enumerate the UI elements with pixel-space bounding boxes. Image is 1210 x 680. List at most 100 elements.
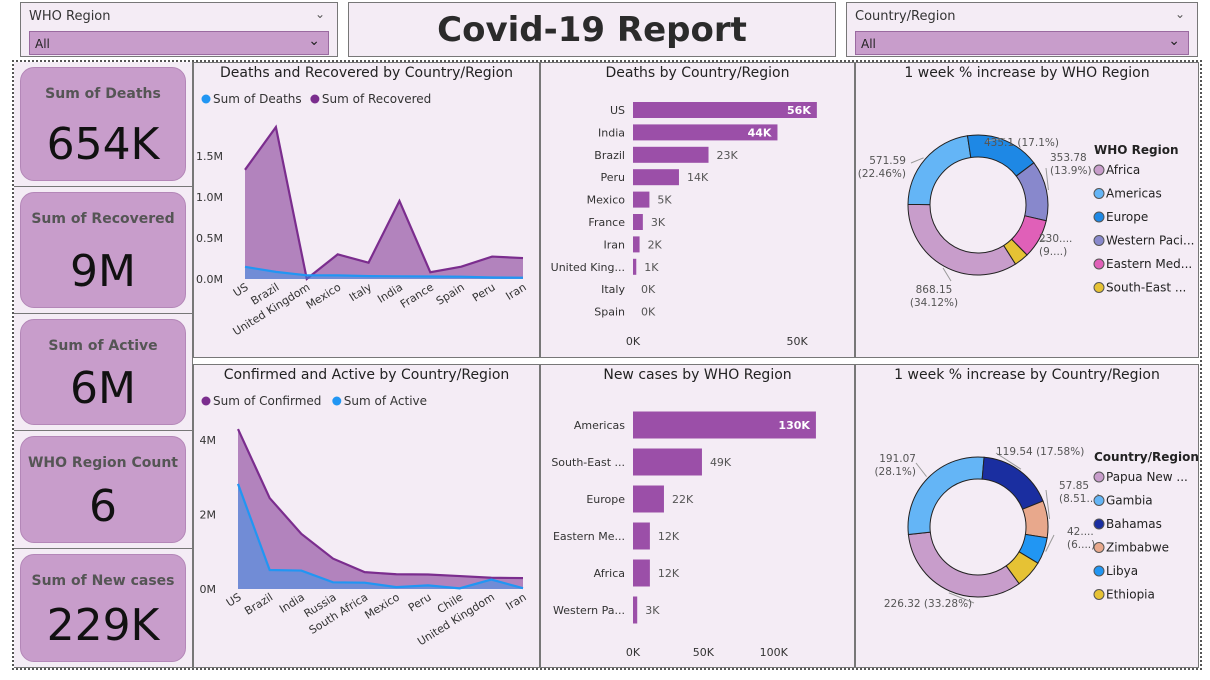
category-label: Eastern Me...	[553, 530, 625, 543]
chevron-down-icon[interactable]: ⌄	[314, 7, 325, 21]
x-tick-label: Brazil	[242, 591, 275, 618]
leader-line	[1040, 239, 1049, 242]
page-title: Covid-19 Report	[437, 9, 747, 50]
category-label: US	[610, 104, 625, 117]
slice-label: (8.51...)	[1059, 493, 1101, 505]
bar	[633, 124, 778, 141]
x-tick-label: France	[398, 280, 436, 311]
leader-line	[942, 267, 952, 282]
who-region-slicer[interactable]: WHO Region ⌄ All ⌄	[20, 2, 338, 57]
slice-label: 435.1 (17.1%)	[984, 137, 1059, 149]
leader-line	[1045, 489, 1051, 519]
leader-line	[1045, 167, 1049, 191]
bar	[633, 485, 664, 513]
new-cases-panel: New cases by WHO Region Americas 130K Sout…	[540, 364, 855, 668]
new-cases-chart: Americas 130K South-East ... 49K Europe 22K Ea…	[551, 411, 816, 659]
kpi-recovered: Sum of Recovered 9M	[14, 187, 193, 314]
category-label: Africa	[594, 567, 625, 580]
legend-marker	[332, 396, 342, 406]
series-area	[238, 483, 523, 589]
kpi-value: 6M	[70, 363, 136, 414]
legend-label: Zimbabwe	[1106, 541, 1169, 555]
chart-title: Deaths and Recovered by Country/Region	[219, 65, 514, 81]
slice-label: (9....)	[1039, 246, 1067, 258]
country-donut-chart: 226.32 (33.28%) 191.07(28.1%) 119.54 (17.5…	[874, 446, 1199, 610]
kpi-who-region-count: WHO Region Count 6	[14, 431, 193, 549]
legend-label: Sum of Active	[344, 394, 427, 408]
legend-label: Ethiopia	[1106, 588, 1155, 602]
chevron-down-icon[interactable]: ⌄	[308, 33, 320, 49]
bar	[633, 448, 702, 476]
legend-label: Western Paci...	[1106, 234, 1194, 248]
data-label: 0K	[641, 306, 656, 319]
legend-label: Sum of Confirmed	[213, 394, 321, 408]
bar	[633, 191, 650, 208]
x-tick-label: 50K	[693, 646, 715, 659]
chevron-down-icon[interactable]: ⌄	[1168, 33, 1180, 49]
who-region-donut-chart: 868.15(34.12%) 571.59(22.46%) 435.1 (17.1%…	[858, 134, 1194, 309]
legend-label: Bahamas	[1106, 517, 1162, 531]
legend-marker	[201, 94, 211, 104]
leader-line	[995, 452, 1022, 470]
data-label: 49K	[710, 456, 732, 469]
legend-label: Africa	[1106, 163, 1140, 177]
legend-marker	[1093, 235, 1105, 246]
series-line	[244, 124, 524, 281]
legend-marker	[201, 396, 211, 406]
kpi-deaths: Sum of Deaths 654K	[14, 62, 193, 187]
kpi-label: Sum of Deaths	[45, 86, 161, 102]
series-line	[236, 483, 524, 590]
bar	[633, 596, 638, 624]
category-label: South-East ...	[551, 456, 625, 469]
leader-line	[910, 157, 924, 164]
kpi-label: WHO Region Count	[27, 455, 178, 471]
chart-title: Deaths by Country/Region	[605, 65, 790, 81]
slice-label: (34.12%)	[910, 297, 958, 309]
legend-marker	[1093, 471, 1105, 483]
series-line	[237, 428, 524, 580]
kpi-value: 654K	[46, 119, 160, 170]
kpi-label: Sum of Active	[48, 338, 158, 354]
leader-line	[985, 137, 1006, 142]
chevron-down-icon[interactable]: ⌄	[1174, 7, 1185, 21]
x-tick-label: Iran	[503, 591, 528, 613]
slice-label: 191.07	[879, 453, 916, 465]
category-label: Italy	[601, 283, 625, 296]
category-label: India	[598, 126, 625, 139]
legend-marker	[1093, 282, 1105, 293]
slice-label: (22.46%)	[858, 168, 906, 180]
donut-slice	[981, 456, 1044, 510]
data-label: 22K	[672, 493, 694, 506]
x-tick-label: Spain	[434, 281, 467, 308]
y-tick-label: 2M	[200, 508, 217, 521]
bar	[633, 411, 816, 439]
bar	[633, 102, 817, 118]
bar	[633, 522, 650, 550]
bar	[633, 214, 643, 230]
slice-label: (6....)	[1067, 539, 1095, 551]
slice-label: 230....	[1039, 233, 1072, 245]
who-region-dropdown[interactable]: All ⌄	[29, 31, 329, 55]
x-tick-label: Italy	[347, 280, 375, 304]
bar	[633, 169, 679, 186]
kpi-value: 229K	[46, 600, 160, 651]
kpi-new-cases: Sum of New cases 229K	[14, 549, 193, 668]
category-label: France	[588, 216, 625, 229]
data-label: 44K	[748, 126, 772, 139]
confirmed-active-panel: Confirmed and Active by Country/Region S…	[193, 364, 540, 668]
legend-title: Country/Region	[1094, 450, 1199, 464]
leader-line	[1045, 534, 1055, 552]
category-label: Iran	[604, 238, 626, 251]
country-region-dropdown[interactable]: All ⌄	[855, 31, 1189, 55]
country-region-slicer-label: Country/Region	[855, 9, 956, 24]
data-label: 2K	[648, 238, 663, 251]
category-label: Americas	[574, 419, 625, 432]
donut-slice	[1005, 551, 1039, 585]
who-region-selected-value: All	[35, 37, 50, 51]
data-label: 12K	[658, 530, 680, 543]
deaths-by-country-chart: US 56K India 44K Brazil 23K Peru 14K Mexico 5K Fra…	[551, 102, 817, 348]
country-region-slicer[interactable]: Country/Region ⌄ All ⌄	[846, 2, 1198, 57]
legend-title: WHO Region	[1094, 143, 1179, 157]
legend-marker	[1093, 518, 1105, 530]
country-donut-panel: 1 week % increase by Country/Region 226.…	[855, 364, 1199, 668]
